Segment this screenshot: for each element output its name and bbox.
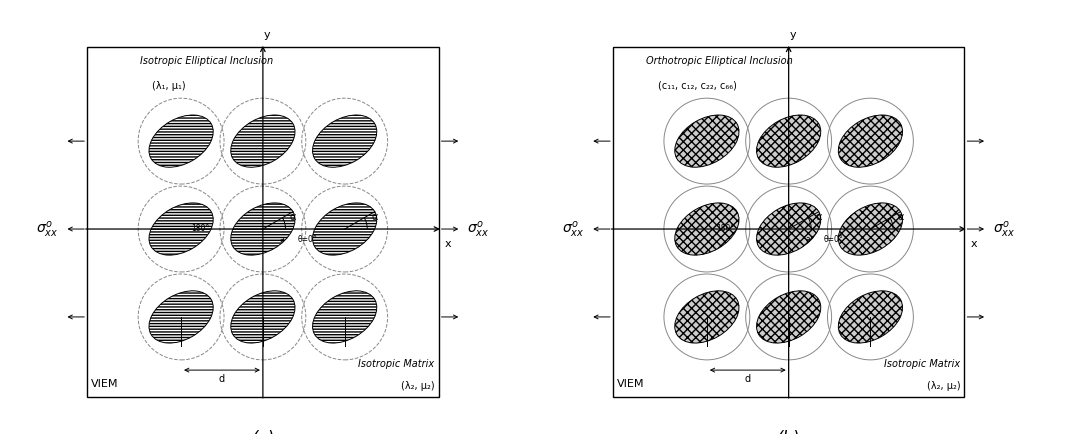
Ellipse shape	[675, 116, 739, 168]
Text: α: α	[815, 212, 822, 222]
Ellipse shape	[149, 291, 214, 343]
Text: (a): (a)	[251, 429, 275, 434]
Text: $\sigma_{xx}^o$: $\sigma_{xx}^o$	[468, 220, 489, 240]
Text: VIEM: VIEM	[91, 378, 119, 388]
Ellipse shape	[312, 291, 377, 343]
Bar	[87, 48, 439, 397]
Ellipse shape	[675, 291, 739, 343]
Ellipse shape	[231, 291, 295, 343]
Text: y: y	[264, 30, 270, 40]
Text: (c₁₁, c₁₂, c₂₂, c₆₆): (c₁₁, c₁₂, c₂₂, c₆₆)	[658, 81, 737, 91]
Ellipse shape	[231, 116, 295, 168]
Text: (λ₂, μ₂): (λ₂, μ₂)	[927, 381, 960, 391]
Text: $\sigma_{xx}^o$: $\sigma_{xx}^o$	[36, 220, 58, 240]
Text: Isotropic Elliptical Inclusion: Isotropic Elliptical Inclusion	[141, 56, 274, 66]
Ellipse shape	[756, 116, 821, 168]
Text: a: a	[806, 234, 810, 243]
Ellipse shape	[231, 204, 295, 256]
Text: d: d	[219, 374, 225, 384]
Text: (b): (b)	[777, 429, 800, 434]
Ellipse shape	[756, 204, 821, 256]
Text: $\sigma_{xx}^o$: $\sigma_{xx}^o$	[562, 220, 584, 240]
Text: (λ₂, μ₂): (λ₂, μ₂)	[401, 381, 435, 391]
Ellipse shape	[756, 291, 821, 343]
Text: 180°: 180°	[717, 224, 735, 233]
Text: θ=0°: θ=0°	[823, 234, 843, 243]
Text: θ=0°: θ=0°	[297, 234, 318, 243]
Bar	[613, 48, 965, 397]
Text: VIEM: VIEM	[617, 378, 645, 388]
Text: Isotropic Matrix: Isotropic Matrix	[884, 358, 960, 368]
Ellipse shape	[675, 204, 739, 256]
Text: α: α	[290, 212, 296, 222]
Text: d: d	[745, 374, 751, 384]
Text: a: a	[280, 234, 284, 243]
Ellipse shape	[838, 291, 902, 343]
Ellipse shape	[838, 116, 902, 168]
Text: x: x	[445, 238, 452, 248]
Text: α: α	[897, 212, 903, 222]
Text: 180°: 180°	[191, 224, 209, 233]
Ellipse shape	[312, 116, 377, 168]
Text: Orthotropic Elliptical Inclusion: Orthotropic Elliptical Inclusion	[646, 56, 792, 66]
Ellipse shape	[149, 116, 214, 168]
Text: x: x	[971, 238, 978, 248]
Text: Isotropic Matrix: Isotropic Matrix	[358, 358, 435, 368]
Ellipse shape	[149, 204, 214, 256]
Ellipse shape	[312, 204, 377, 256]
Text: α: α	[371, 212, 378, 222]
Text: $\sigma_{xx}^o$: $\sigma_{xx}^o$	[994, 220, 1015, 240]
Text: (λ₁, μ₁): (λ₁, μ₁)	[152, 81, 186, 91]
Text: y: y	[790, 30, 796, 40]
Ellipse shape	[838, 204, 902, 256]
